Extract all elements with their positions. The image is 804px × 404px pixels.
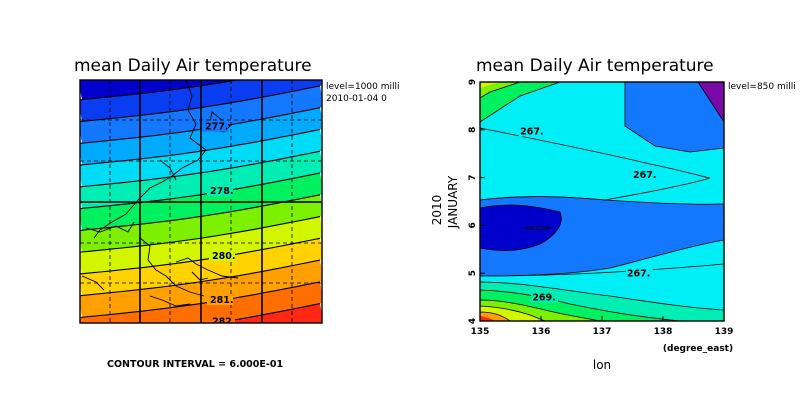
x-tick-label: 138 bbox=[654, 327, 673, 337]
left-plot-frame bbox=[79, 79, 323, 324]
right-y-axis-ticks: 4 5 6 7 8 9 bbox=[468, 79, 485, 324]
left-grid-major bbox=[80, 80, 322, 323]
right-band-yellow-top bbox=[480, 82, 500, 88]
left-contour-label: 281. bbox=[210, 295, 233, 306]
left-contour-line bbox=[80, 237, 321, 275]
right-y-axis-label-year: 2010 bbox=[430, 195, 444, 226]
x-tick-label: 137 bbox=[593, 327, 612, 337]
right-contour-upper bbox=[480, 127, 711, 201]
right-x-axis-units: (degree_east) bbox=[663, 344, 733, 354]
y-tick-label: 5 bbox=[468, 270, 478, 276]
right-band-purple-corner bbox=[697, 82, 724, 123]
right-contour-label-bg bbox=[531, 291, 559, 303]
right-band-darkblue-core bbox=[480, 204, 562, 252]
right-contour-labels: 267. 267. 267. 269. bbox=[518, 125, 659, 303]
left-contour-band bbox=[80, 80, 238, 100]
left-contour-line bbox=[80, 150, 321, 188]
right-contour-label: 267. bbox=[633, 170, 656, 181]
left-contour-label: 278. bbox=[210, 186, 233, 197]
right-contour-label-bg bbox=[631, 169, 659, 181]
left-contour-line bbox=[80, 80, 240, 101]
left-panel: mean Daily Air temperature bbox=[74, 56, 399, 370]
left-contour-label: 280. bbox=[212, 251, 235, 262]
left-coastline bbox=[81, 80, 239, 307]
left-contour-label: 277. bbox=[205, 122, 228, 133]
right-band-red-bottom bbox=[480, 316, 495, 321]
right-x-axis-ticks: 135 136 137 138 139 bbox=[471, 316, 734, 337]
right-band-green-top bbox=[480, 82, 561, 123]
right-band-blue-top bbox=[624, 82, 724, 153]
right-x-axis-label: lon bbox=[593, 358, 611, 372]
right-contour-label-bg bbox=[625, 267, 653, 279]
left-contour-label-bg bbox=[209, 250, 235, 262]
y-tick-label: 9 bbox=[468, 79, 478, 85]
left-contour-line bbox=[212, 303, 321, 323]
y-tick-label: 8 bbox=[468, 127, 478, 133]
right-contour-mid bbox=[480, 196, 606, 201]
left-contour-band bbox=[215, 303, 322, 323]
left-contour-label-bg bbox=[209, 315, 235, 323]
left-contour-labels: 277. 278. 280. 281. 282. bbox=[202, 120, 235, 328]
y-tick-label: 6 bbox=[468, 222, 478, 228]
x-tick-label: 136 bbox=[532, 327, 551, 337]
left-contour-label: 282. bbox=[212, 317, 235, 328]
right-band-lime-top bbox=[480, 82, 521, 99]
right-panel: mean Daily Air temperature bbox=[430, 56, 796, 372]
left-info-line-1: level=1000 milli bbox=[326, 82, 399, 92]
left-info-line-2: 2010-01-04 0 bbox=[326, 94, 387, 104]
right-contour-label: 267. bbox=[627, 269, 650, 280]
y-tick-label: 4 bbox=[468, 318, 478, 324]
right-contour-label-bg bbox=[518, 125, 546, 137]
x-tick-label: 135 bbox=[471, 327, 490, 337]
left-title: mean Daily Air temperature bbox=[74, 56, 312, 76]
right-title: mean Daily Air temperature bbox=[476, 56, 714, 76]
right-y-axis-label-month: JANUARY bbox=[446, 175, 460, 229]
right-core-contour bbox=[523, 225, 553, 231]
left-contour-label-bg bbox=[202, 120, 228, 132]
right-contour-label: 267. bbox=[520, 127, 543, 138]
left-contour-label-bg bbox=[207, 294, 233, 306]
left-contour-line bbox=[80, 281, 321, 319]
right-info-line-1: level=850 milli bbox=[728, 82, 796, 92]
left-contour-label-bg bbox=[207, 185, 233, 197]
left-contour-lines bbox=[80, 80, 321, 323]
right-contour-label: 269. bbox=[532, 292, 555, 303]
left-contour-line bbox=[80, 216, 321, 253]
contour-interval-text: CONTOUR INTERVAL = 6.000E-01 bbox=[107, 359, 283, 370]
y-tick-label: 7 bbox=[468, 174, 478, 180]
left-contour-line bbox=[80, 172, 321, 210]
left-contour-line bbox=[80, 107, 321, 144]
left-contour-line bbox=[80, 85, 321, 123]
left-contour-line bbox=[80, 259, 321, 297]
x-tick-label: 139 bbox=[715, 327, 734, 337]
